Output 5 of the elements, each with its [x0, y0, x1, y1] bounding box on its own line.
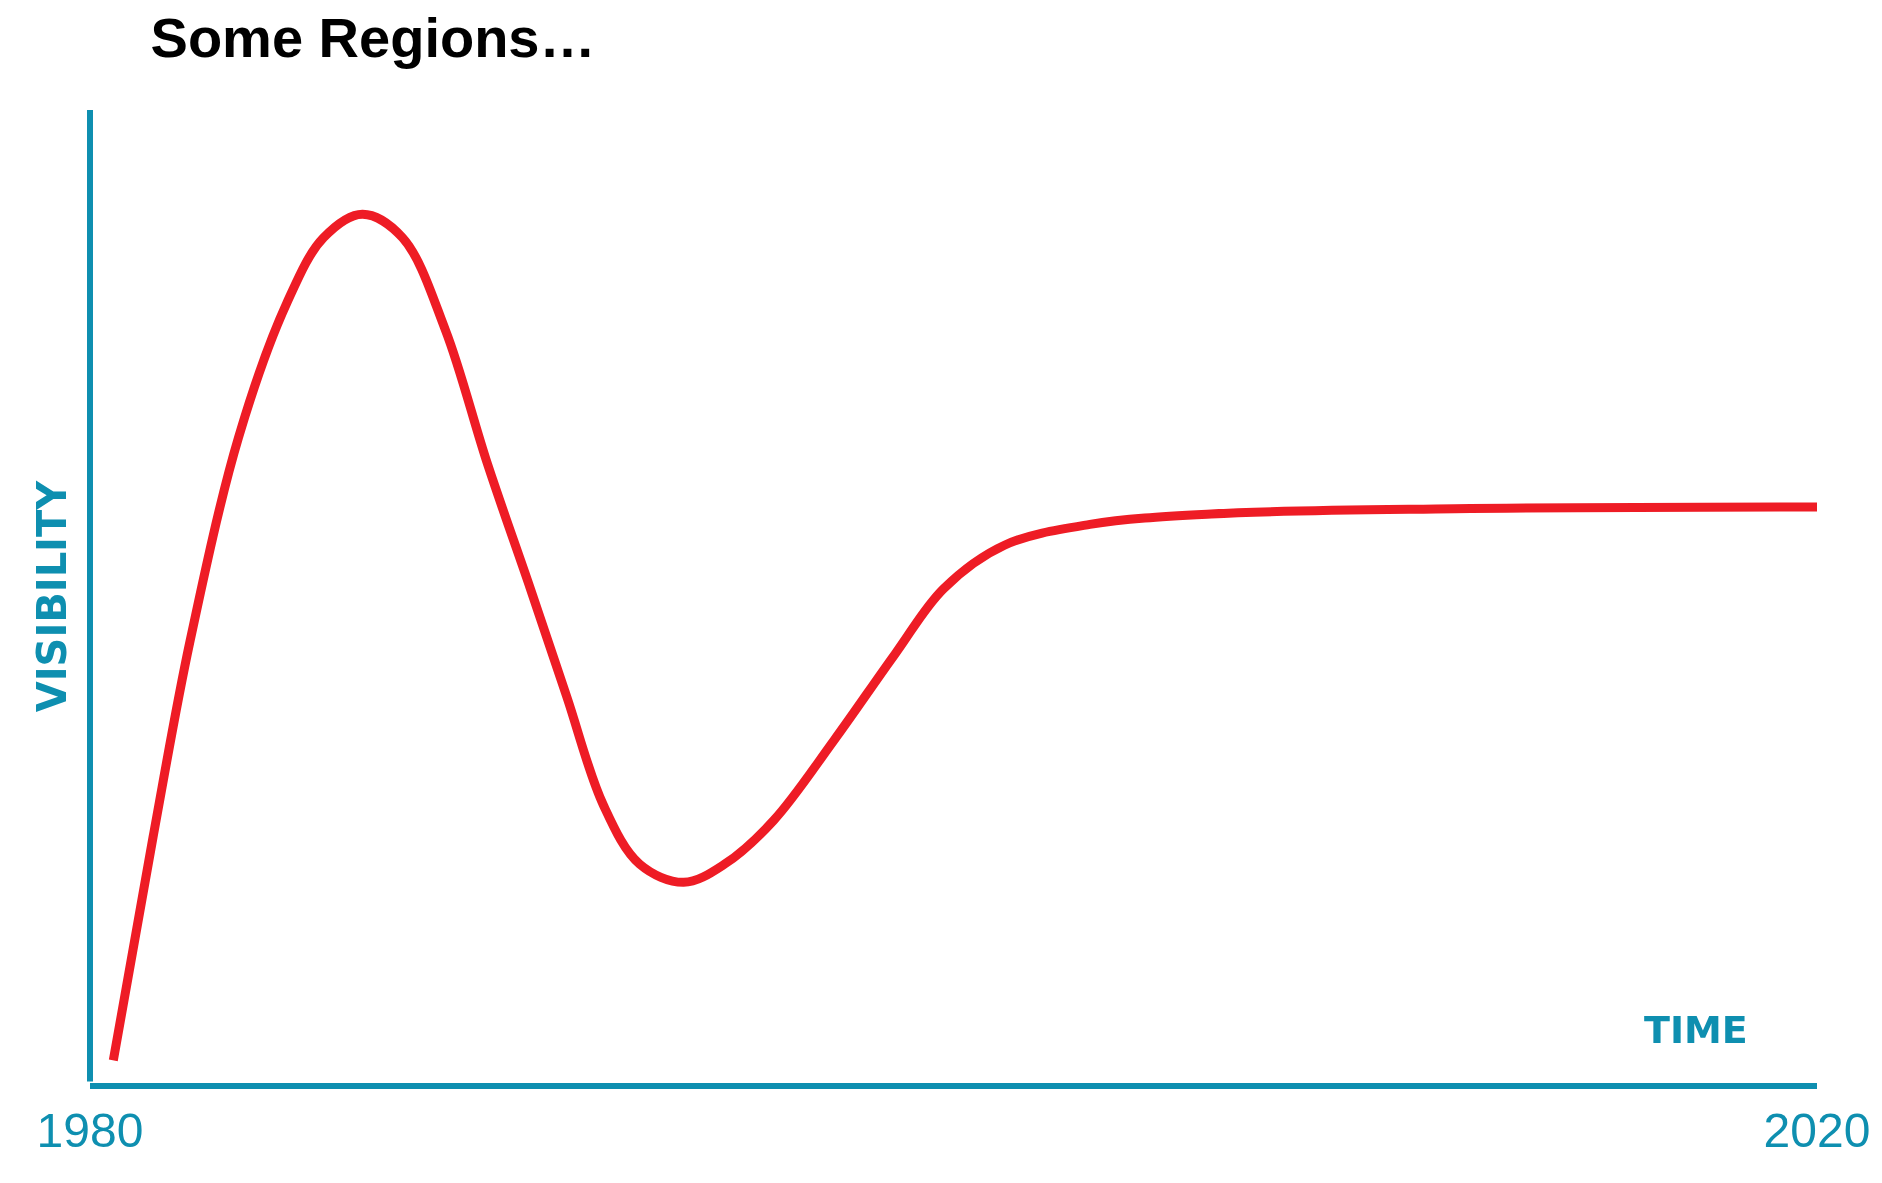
chart-title: Some Regions… — [150, 5, 596, 69]
y-axis-title: VISIBILITY — [28, 479, 75, 713]
x-axis-title: TIME — [1644, 1008, 1748, 1052]
x-tick-label: 2020 — [1763, 1103, 1871, 1157]
x-tick-label: 1980 — [36, 1103, 144, 1157]
